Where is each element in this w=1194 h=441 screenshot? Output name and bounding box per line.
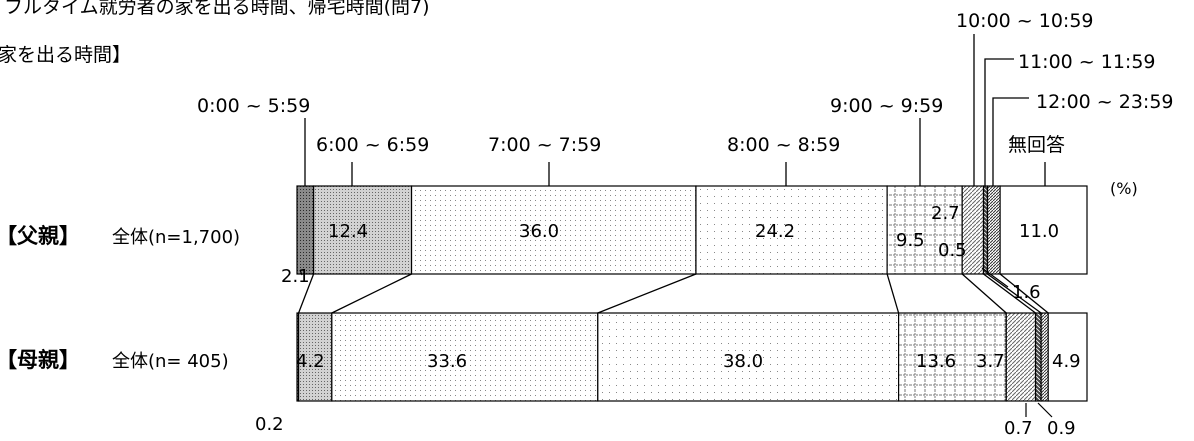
bar-segment-mother-2 bbox=[331, 312, 599, 402]
bars bbox=[296, 185, 1088, 402]
value-leader-father-7 bbox=[981, 267, 1009, 288]
bar-segment-father-7 bbox=[986, 185, 1001, 275]
row-label-1: 全体(n= 405) bbox=[112, 351, 229, 372]
value-labels: 2.1 12.4 36.0 24.2 9.5 2.7 0.5 1.6 11.0 … bbox=[255, 203, 1081, 439]
page-title: フルタイム就労者の家を出る時間、帰宅時間(問7) bbox=[4, 0, 430, 18]
value-label-mother-2: 33.6 bbox=[427, 351, 467, 372]
value-label-father-4: 9.5 bbox=[896, 230, 925, 251]
row-group-1: 【母親】 bbox=[0, 348, 80, 372]
category-leader-lines bbox=[304, 34, 1046, 186]
bar-segment-father-0 bbox=[296, 185, 315, 275]
category-label-1: 6:00 ~ 6:59 bbox=[316, 134, 429, 156]
value-label-mother-6: 0.7 bbox=[1004, 418, 1033, 439]
connector-line-6 bbox=[983, 273, 1036, 314]
bar-segment-mother-6 bbox=[1034, 312, 1042, 402]
category-label-8: 無回答 bbox=[1008, 134, 1065, 156]
value-label-father-1: 12.4 bbox=[328, 221, 368, 242]
connector-line-1 bbox=[297, 273, 315, 314]
value-label-father-6: 0.5 bbox=[938, 240, 967, 261]
category-labels: 0:00 ~ 5:59 6:00 ~ 6:59 7:00 ~ 7:59 8:00… bbox=[197, 10, 1174, 156]
category-label-2: 7:00 ~ 7:59 bbox=[488, 134, 601, 156]
category-label-3: 8:00 ~ 8:59 bbox=[727, 134, 840, 156]
leader-line-6 bbox=[984, 58, 1014, 186]
value-label-father-7: 1.6 bbox=[1012, 282, 1041, 303]
value-label-mother-3: 38.0 bbox=[723, 351, 763, 372]
bar-segment-father-8 bbox=[999, 185, 1088, 275]
bar-segment-mother-3 bbox=[597, 312, 900, 402]
category-label-0: 0:00 ~ 5:59 bbox=[197, 95, 310, 117]
value-label-father-2: 36.0 bbox=[519, 221, 559, 242]
percent-unit-label: (%) bbox=[1110, 179, 1138, 198]
leader-line-7 bbox=[992, 97, 1029, 186]
value-label-father-0: 2.1 bbox=[281, 266, 310, 287]
connector-line-3 bbox=[597, 273, 697, 314]
connector-line-5 bbox=[961, 273, 1007, 314]
value-label-leader-lines bbox=[299, 267, 1053, 418]
page-subtitle: 家を出る時間】 bbox=[0, 44, 132, 66]
bar-segment-mother-8 bbox=[1047, 312, 1088, 402]
category-label-4: 9:00 ~ 9:59 bbox=[830, 95, 943, 117]
value-leader-mother-7 bbox=[1037, 402, 1053, 418]
row-label-0: 全体(n=1,700) bbox=[112, 227, 240, 248]
value-label-mother-4: 13.6 bbox=[916, 351, 956, 372]
value-label-mother-7: 0.9 bbox=[1047, 418, 1076, 439]
value-label-mother-8: 4.9 bbox=[1052, 351, 1081, 372]
value-label-father-5: 2.7 bbox=[931, 203, 960, 224]
bar-segment-father-1 bbox=[312, 185, 413, 275]
bar-segment-mother-4 bbox=[898, 312, 1007, 402]
connector-line-7 bbox=[987, 273, 1042, 314]
category-label-6: 11:00 ~ 11:59 bbox=[1018, 51, 1156, 73]
connector-line-2 bbox=[331, 273, 412, 314]
value-label-mother-5: 3.7 bbox=[976, 351, 1005, 372]
value-leader-father-0 bbox=[299, 269, 303, 276]
bar-segment-mother-1 bbox=[297, 312, 333, 402]
value-label-father-3: 24.2 bbox=[755, 221, 795, 242]
value-label-mother-1: 4.2 bbox=[296, 351, 325, 372]
value-label-mother-0: 0.2 bbox=[255, 414, 284, 435]
category-label-5: 10:00 ~ 10:59 bbox=[956, 10, 1094, 32]
category-label-7: 12:00 ~ 23:59 bbox=[1036, 91, 1174, 113]
bar-segment-mother-7 bbox=[1040, 312, 1049, 402]
row-group-0: 【父親】 bbox=[0, 224, 80, 248]
bar-segment-father-2 bbox=[410, 185, 697, 275]
connector-line-8 bbox=[999, 273, 1049, 314]
bar-segment-mother-5 bbox=[1005, 312, 1037, 402]
connector-line-4 bbox=[886, 273, 900, 314]
value-label-father-8: 11.0 bbox=[1019, 221, 1059, 242]
